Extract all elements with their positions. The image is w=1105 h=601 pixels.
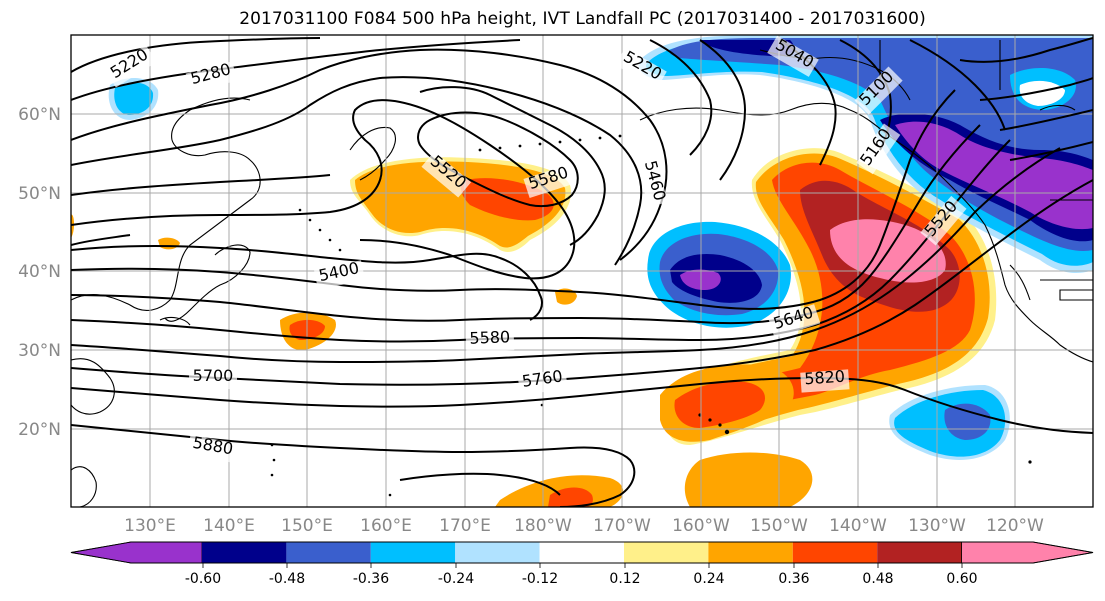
lat-label: 40°N: [18, 262, 61, 282]
colorbar-segment: [961, 541, 1094, 564]
colorbar-segment: [708, 542, 793, 563]
colorbar-tick-label: -0.36: [353, 571, 389, 587]
colorbar-outline: [70, 541, 1094, 564]
ivt-shading: [71, 35, 1093, 507]
colorbar-segment: [455, 542, 540, 563]
colorbar: -0.60 -0.48 -0.36 -0.24 -0.12 0.12 0.24 0.36 0.4…: [70, 541, 1094, 587]
colorbar-tick-label: -0.12: [522, 571, 558, 587]
lon-label: 140°E: [203, 516, 255, 536]
map-title: 2017031100 F084 500 hPa height, IVT Land…: [239, 9, 926, 29]
height-contours: [71, 37, 1093, 507]
colorbar-segment: [624, 542, 709, 563]
contour-label: 5700: [193, 366, 234, 385]
colorbar-tick-label: -0.60: [185, 571, 221, 587]
lon-label: 130°E: [124, 516, 176, 536]
colorbar-tick-label: -0.48: [269, 571, 305, 587]
latitude-labels: 60°N 50°N 40°N 30°N 20°N: [18, 105, 61, 440]
colorbar-segment: [539, 542, 624, 563]
colorbar-tick-label: -0.24: [438, 571, 474, 587]
lat-label: 20°N: [18, 420, 61, 440]
lon-label: 160°E: [360, 516, 412, 536]
colorbar-tick-label: 0.12: [609, 571, 640, 587]
lon-label: 150°E: [281, 516, 333, 536]
lon-label: 170°W: [593, 516, 651, 536]
colorbar-tick-label: 0.36: [778, 571, 809, 587]
colorbar-segment: [70, 541, 203, 564]
colorbar-segment: [877, 542, 962, 563]
lat-label: 60°N: [18, 105, 61, 125]
lon-label: 140°W: [829, 516, 887, 536]
colorbar-segment: [286, 542, 371, 563]
coastlines: [71, 40, 1093, 507]
colorbar-segment: [202, 542, 287, 563]
contour-label: 5820: [804, 367, 846, 389]
lon-label: 170°E: [439, 516, 491, 536]
lon-label: 150°W: [750, 516, 808, 536]
lon-label: 130°W: [908, 516, 966, 536]
lat-label: 30°N: [18, 341, 61, 361]
colorbar-tick-label: 0.24: [693, 571, 724, 587]
map-frame: [70, 34, 1094, 508]
longitude-labels: 130°E 140°E 150°E 160°E 170°E 180°W 170°…: [124, 516, 1044, 536]
colorbar-tick-label: 0.48: [862, 571, 893, 587]
island-dots: [270, 134, 1032, 497]
lat-label: 50°N: [18, 184, 61, 204]
contour-label: 5580: [469, 327, 510, 347]
colorbar-segment: [792, 542, 878, 563]
lon-label: 160°W: [672, 516, 730, 536]
lon-label: 180°W: [514, 516, 572, 536]
lon-label: 120°W: [986, 516, 1044, 536]
gridlines: [71, 35, 1093, 507]
colorbar-segment: [370, 542, 456, 563]
colorbar-tick-label: 0.60: [946, 571, 977, 587]
